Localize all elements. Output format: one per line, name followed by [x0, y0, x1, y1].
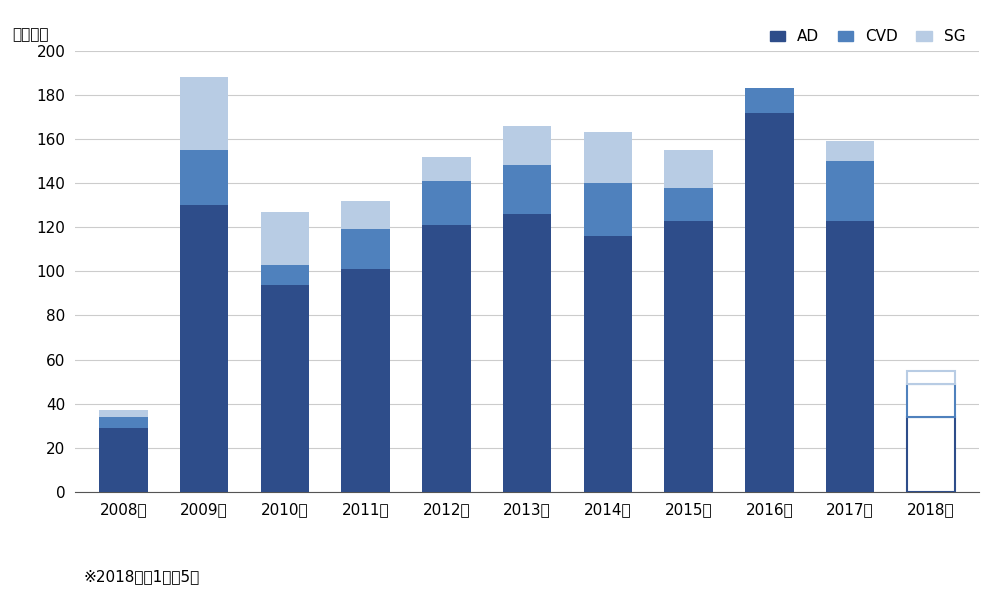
Bar: [99, 411, 148, 417]
Bar: [180, 77, 228, 150]
Bar: [826, 142, 874, 161]
Text: ※2018年は1月～5月: ※2018年は1月～5月: [83, 569, 199, 584]
Bar: [99, 417, 148, 428]
Legend: AD, CVD, SG: AD, CVD, SG: [764, 23, 972, 51]
Bar: [664, 221, 713, 492]
Bar: [261, 285, 309, 492]
Bar: [664, 150, 713, 187]
Bar: [826, 221, 874, 492]
Bar: [99, 428, 148, 492]
Bar: [664, 187, 713, 221]
Bar: [826, 161, 874, 221]
Bar: [341, 269, 390, 492]
Bar: [907, 371, 955, 384]
Bar: [745, 88, 794, 112]
Bar: [422, 157, 471, 181]
Bar: [503, 126, 551, 165]
Bar: [907, 384, 955, 417]
Bar: [422, 181, 471, 225]
Bar: [584, 236, 632, 492]
Bar: [261, 265, 309, 285]
Bar: [584, 183, 632, 236]
Bar: [341, 229, 390, 269]
Bar: [907, 417, 955, 492]
Text: （件数）: （件数）: [12, 27, 48, 42]
Bar: [341, 201, 390, 229]
Bar: [745, 112, 794, 492]
Bar: [584, 132, 632, 183]
Bar: [180, 205, 228, 492]
Bar: [503, 214, 551, 492]
Bar: [503, 165, 551, 214]
Bar: [261, 212, 309, 265]
Bar: [422, 225, 471, 492]
Bar: [180, 150, 228, 205]
